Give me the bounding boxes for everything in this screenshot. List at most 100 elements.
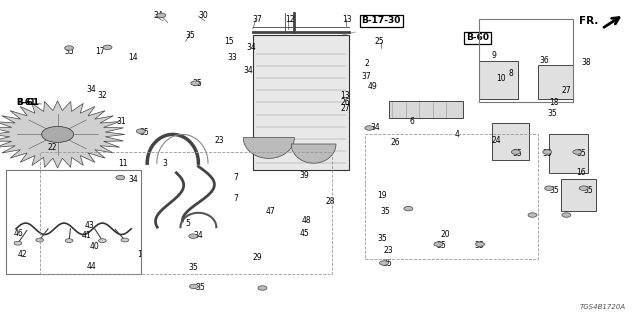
Text: 47: 47	[266, 207, 275, 216]
Text: TGS4B1720A: TGS4B1720A	[580, 304, 626, 309]
Text: 48: 48	[302, 216, 312, 225]
Bar	[479, 19, 573, 102]
Text: 18: 18	[549, 98, 559, 107]
Text: 34: 34	[86, 85, 96, 94]
Bar	[492, 123, 529, 160]
Text: 25: 25	[374, 37, 384, 46]
Text: 34: 34	[154, 12, 163, 20]
Text: 35: 35	[381, 207, 390, 216]
Text: 35: 35	[512, 149, 522, 158]
Text: B-61: B-61	[16, 98, 35, 107]
Text: 36: 36	[540, 56, 549, 65]
Bar	[40, 152, 332, 274]
Text: 7: 7	[234, 173, 239, 182]
Text: 39: 39	[300, 172, 309, 180]
Text: 12: 12	[285, 15, 294, 24]
Text: 41: 41	[82, 231, 92, 240]
Text: 31: 31	[116, 117, 126, 126]
Circle shape	[365, 126, 374, 130]
Text: 4: 4	[454, 130, 460, 139]
Text: 29: 29	[253, 253, 262, 262]
Text: 7: 7	[234, 194, 239, 203]
Polygon shape	[291, 144, 336, 163]
Circle shape	[136, 129, 145, 133]
Text: 27: 27	[562, 86, 572, 95]
Text: 23: 23	[214, 136, 224, 145]
Text: 35: 35	[189, 263, 198, 272]
Bar	[6, 170, 141, 274]
Text: 37: 37	[253, 15, 262, 24]
Bar	[389, 101, 463, 118]
Circle shape	[42, 126, 74, 142]
Text: 43: 43	[84, 221, 94, 230]
Text: 23: 23	[384, 246, 394, 255]
Text: 5: 5	[186, 220, 191, 228]
Text: 33: 33	[227, 53, 237, 62]
Circle shape	[562, 213, 571, 217]
Text: B-60: B-60	[466, 33, 489, 42]
Text: B-61: B-61	[16, 98, 39, 107]
Text: 35: 35	[195, 284, 205, 292]
Text: 17: 17	[95, 47, 104, 56]
Circle shape	[404, 206, 413, 211]
Text: 35: 35	[378, 234, 387, 243]
Text: 13: 13	[342, 15, 352, 24]
Text: 42: 42	[18, 250, 28, 259]
Circle shape	[380, 261, 388, 265]
Text: 16: 16	[576, 168, 586, 177]
Text: 40: 40	[90, 242, 99, 251]
Circle shape	[65, 239, 73, 243]
Text: 6: 6	[410, 117, 415, 126]
Text: 26: 26	[340, 98, 350, 107]
Circle shape	[528, 213, 537, 217]
Circle shape	[14, 241, 22, 245]
Text: 13: 13	[340, 92, 350, 100]
Circle shape	[36, 238, 44, 242]
Text: 34: 34	[243, 66, 253, 75]
Circle shape	[258, 286, 267, 290]
Circle shape	[511, 150, 520, 154]
Circle shape	[573, 150, 582, 154]
Text: 35: 35	[547, 109, 557, 118]
Text: 35: 35	[192, 79, 202, 88]
Text: 3: 3	[162, 159, 167, 168]
Circle shape	[121, 238, 129, 242]
Text: 35: 35	[186, 31, 195, 40]
Text: 34: 34	[370, 124, 380, 132]
Text: 35: 35	[543, 149, 552, 158]
Text: 10: 10	[496, 74, 506, 83]
Circle shape	[476, 242, 484, 246]
Circle shape	[99, 239, 106, 243]
Text: 45: 45	[300, 229, 309, 238]
Text: 37: 37	[362, 72, 371, 81]
Text: 35: 35	[64, 47, 74, 56]
Text: 24: 24	[492, 136, 501, 145]
Text: 35: 35	[584, 186, 593, 195]
Polygon shape	[243, 138, 294, 158]
Text: 26: 26	[390, 138, 400, 147]
Text: 34: 34	[246, 44, 256, 52]
Circle shape	[157, 13, 166, 18]
Text: 35: 35	[549, 186, 559, 195]
Polygon shape	[0, 101, 125, 168]
Circle shape	[545, 186, 554, 190]
Text: 34: 34	[128, 175, 138, 184]
Circle shape	[543, 150, 552, 154]
Text: 35: 35	[383, 260, 392, 268]
Text: 28: 28	[325, 197, 335, 206]
Circle shape	[191, 81, 200, 85]
Text: 14: 14	[128, 53, 138, 62]
Circle shape	[189, 234, 198, 238]
Text: 35: 35	[140, 128, 149, 137]
Text: 30: 30	[198, 12, 208, 20]
Text: 35: 35	[576, 149, 586, 158]
Bar	[479, 61, 518, 99]
Text: 35: 35	[475, 241, 484, 250]
Text: 19: 19	[378, 191, 387, 200]
Circle shape	[434, 242, 443, 246]
Text: FR.: FR.	[579, 16, 598, 26]
Bar	[561, 179, 596, 211]
Text: 8: 8	[509, 69, 513, 78]
Circle shape	[65, 46, 74, 50]
Text: B-17-30: B-17-30	[362, 16, 401, 25]
